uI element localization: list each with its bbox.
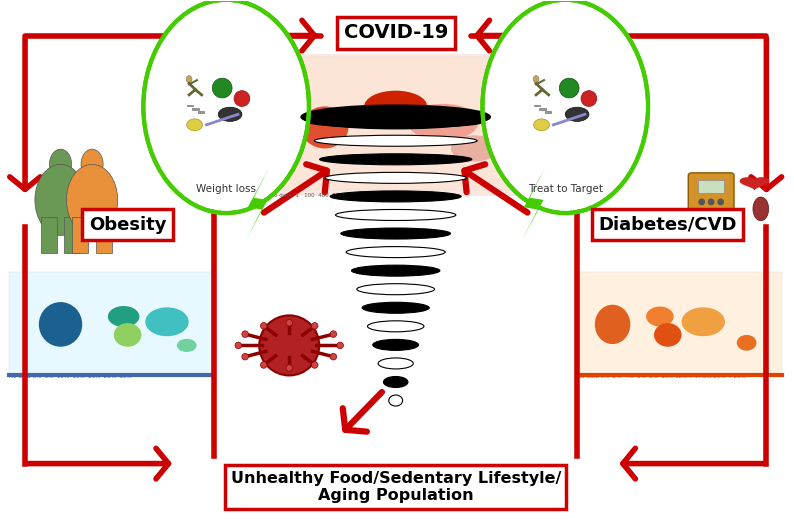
Ellipse shape: [352, 265, 440, 276]
Bar: [64, 216, 80, 253]
Ellipse shape: [187, 76, 192, 82]
Ellipse shape: [389, 395, 403, 406]
Ellipse shape: [311, 362, 318, 368]
Bar: [72, 216, 88, 253]
Text: Treat to Target: Treat to Target: [525, 181, 605, 191]
FancyBboxPatch shape: [262, 54, 530, 196]
Bar: [577, 272, 782, 374]
Text: Obesity: Obesity: [89, 215, 166, 233]
FancyBboxPatch shape: [688, 173, 734, 213]
Bar: [40, 216, 56, 253]
FancyBboxPatch shape: [198, 111, 204, 113]
Text: Diabetes/CVD: Diabetes/CVD: [599, 215, 737, 233]
Ellipse shape: [314, 135, 477, 146]
Ellipse shape: [177, 339, 197, 352]
Text: Unhealthy Food/Sedentary Lifestyle/
Aging Population: Unhealthy Food/Sedentary Lifestyle/ Agin…: [230, 471, 561, 503]
Ellipse shape: [260, 323, 267, 329]
Text: No data  1   100  400  800  1,000  1,200  1,600  +1,800: No data 1 100 400 800 1,000 1,200 1,600 …: [269, 193, 424, 198]
Ellipse shape: [534, 119, 549, 131]
Ellipse shape: [737, 335, 757, 351]
Text: No data 0%  2%  4%  6%  8%  10% 12.5% 17.5% 20%  >25%: No data 0% 2% 4% 6% 8% 10% 12.5% 17.5% 2…: [577, 374, 746, 380]
Ellipse shape: [753, 197, 769, 221]
Text: Weight loss: Weight loss: [195, 181, 258, 191]
Ellipse shape: [451, 135, 498, 162]
Ellipse shape: [654, 323, 681, 347]
Ellipse shape: [484, 2, 646, 211]
Ellipse shape: [114, 323, 141, 347]
Text: Treat to Target: Treat to Target: [528, 184, 603, 194]
Ellipse shape: [336, 210, 456, 221]
Text: No data 0%  5%  10%  15%  20%  25%  30%: No data 0% 5% 10% 15% 20% 25% 30%: [10, 374, 132, 380]
Ellipse shape: [330, 191, 461, 202]
Ellipse shape: [681, 307, 725, 336]
Ellipse shape: [534, 76, 539, 82]
Ellipse shape: [260, 315, 319, 375]
Ellipse shape: [320, 154, 472, 165]
Ellipse shape: [39, 302, 83, 347]
FancyBboxPatch shape: [545, 111, 551, 113]
Ellipse shape: [311, 323, 318, 329]
Ellipse shape: [330, 331, 337, 337]
Ellipse shape: [212, 78, 232, 98]
Ellipse shape: [373, 340, 418, 351]
Ellipse shape: [81, 149, 103, 179]
Ellipse shape: [35, 164, 87, 235]
Polygon shape: [740, 178, 769, 189]
Ellipse shape: [330, 353, 337, 360]
Ellipse shape: [337, 342, 344, 348]
Bar: [10, 272, 214, 374]
Ellipse shape: [581, 91, 597, 107]
Bar: [269, 56, 522, 191]
Ellipse shape: [301, 107, 349, 148]
Ellipse shape: [242, 331, 249, 337]
Ellipse shape: [187, 119, 202, 131]
Ellipse shape: [646, 307, 673, 326]
FancyBboxPatch shape: [534, 105, 540, 107]
Ellipse shape: [301, 105, 491, 129]
Ellipse shape: [364, 91, 427, 122]
Ellipse shape: [325, 172, 467, 183]
FancyBboxPatch shape: [192, 108, 198, 110]
Ellipse shape: [357, 284, 434, 295]
Ellipse shape: [362, 302, 430, 313]
Ellipse shape: [286, 365, 292, 371]
Text: COVID-19: COVID-19: [344, 23, 448, 42]
FancyBboxPatch shape: [187, 105, 193, 107]
Ellipse shape: [286, 319, 292, 326]
Ellipse shape: [407, 104, 479, 140]
Ellipse shape: [145, 2, 307, 211]
Text: Weight loss: Weight loss: [196, 184, 256, 194]
Ellipse shape: [108, 306, 140, 327]
Ellipse shape: [384, 376, 408, 388]
FancyBboxPatch shape: [539, 108, 545, 110]
Ellipse shape: [49, 149, 71, 179]
Ellipse shape: [218, 107, 242, 121]
Bar: [96, 216, 112, 253]
Ellipse shape: [67, 164, 118, 235]
FancyBboxPatch shape: [698, 181, 724, 193]
Ellipse shape: [559, 78, 579, 98]
Polygon shape: [522, 167, 545, 240]
Polygon shape: [246, 167, 269, 240]
Ellipse shape: [260, 362, 267, 368]
Ellipse shape: [346, 247, 445, 258]
Ellipse shape: [717, 199, 724, 205]
Ellipse shape: [707, 199, 715, 205]
Ellipse shape: [145, 307, 189, 336]
Ellipse shape: [309, 117, 483, 128]
Ellipse shape: [565, 107, 589, 121]
Ellipse shape: [341, 228, 450, 239]
Ellipse shape: [234, 91, 250, 107]
Ellipse shape: [242, 353, 249, 360]
Ellipse shape: [595, 305, 630, 344]
Ellipse shape: [698, 199, 705, 205]
Ellipse shape: [235, 342, 241, 348]
Ellipse shape: [368, 321, 424, 332]
Ellipse shape: [378, 358, 414, 369]
